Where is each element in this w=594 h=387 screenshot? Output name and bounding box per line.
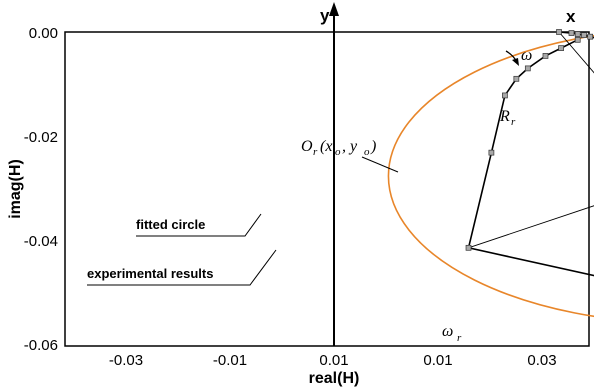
radial-lines-layer [468, 31, 594, 249]
y-axis-title: imag(H) [7, 159, 24, 219]
x-tick-label-1: -0.01 [213, 352, 247, 369]
fitted-circle [387, 34, 594, 318]
x-axis-title: real(H) [309, 370, 360, 387]
y-tick-label-0: 0.00 [29, 25, 58, 42]
omega-r-label: ω [442, 323, 453, 340]
data-point [558, 45, 564, 51]
data-point [465, 244, 472, 251]
data-point [568, 30, 575, 36]
x-tick-label-3: 0.01 [423, 352, 452, 369]
x-axis-letter: x [566, 7, 576, 26]
data-point [524, 65, 531, 72]
radius-label: R [499, 108, 510, 125]
data-point [542, 53, 549, 59]
experimental-polyline [467, 31, 594, 277]
omega-label: ω [521, 47, 532, 64]
data-point [513, 75, 520, 82]
x-tick-label-2: 0.01 [319, 352, 348, 369]
data-point [574, 36, 581, 43]
data-point [574, 31, 581, 37]
experimental-polyline-layer [467, 31, 594, 277]
center-label-leader [361, 156, 399, 173]
y-axis-arrowhead [329, 2, 339, 16]
y-tick-label-3: -0.06 [24, 337, 58, 354]
fitted-circle-annotation: fitted circle [136, 217, 205, 232]
center-label-y-subscript: o [364, 146, 370, 158]
y-tick-label-2: -0.04 [24, 233, 58, 250]
x-tick-label-4: 0.03 [527, 352, 556, 369]
data-point [488, 149, 495, 156]
y-tick-label-1: -0.02 [24, 129, 58, 146]
plot-frame [64, 31, 590, 347]
center-label-O: O [301, 138, 313, 155]
experimental-markers-layer [465, 29, 594, 251]
y-axis-letter: y [320, 6, 330, 25]
radial-line [558, 31, 594, 74]
center-label-x-subscript: o [335, 146, 341, 158]
center-label-y: , y [342, 138, 358, 155]
omega-r-label-subscript: r [457, 332, 462, 344]
center-label-close: ) [370, 138, 376, 155]
fitted-circle-layer [387, 34, 594, 318]
omega-arrowhead [512, 58, 519, 66]
radial-line [468, 205, 594, 249]
x-tick-label-0: -0.03 [109, 352, 143, 369]
center-label-x: (x [320, 138, 332, 155]
radius-label-subscript: r [511, 116, 516, 128]
experimental-results-leader [87, 249, 277, 286]
data-point [502, 92, 508, 99]
center-label-O-subscript: r [313, 146, 318, 158]
fitted-circle-leader [136, 213, 262, 237]
data-point [587, 33, 594, 40]
experimental-results-annotation: experimental results [87, 266, 213, 281]
data-point [556, 29, 562, 35]
data-point [581, 32, 587, 38]
